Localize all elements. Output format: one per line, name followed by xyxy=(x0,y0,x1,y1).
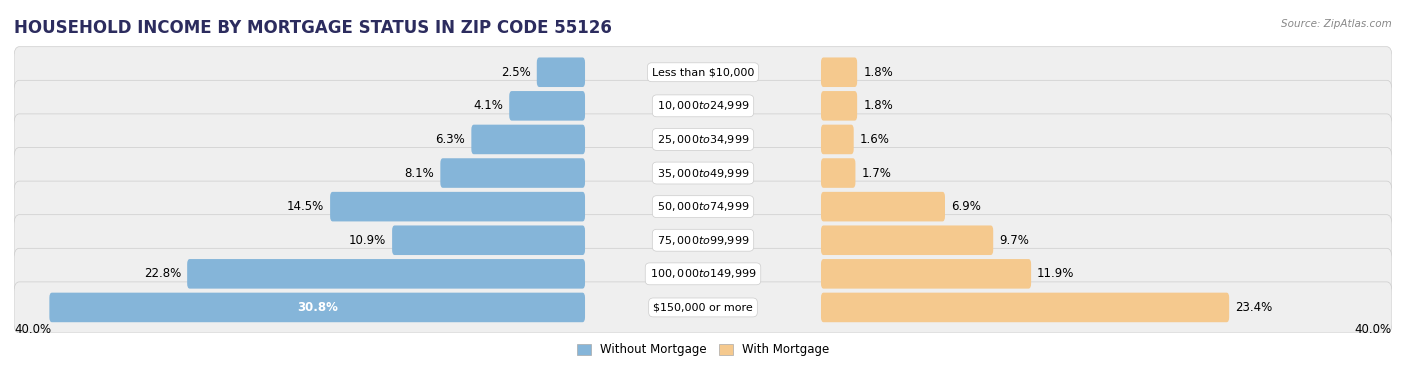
FancyBboxPatch shape xyxy=(187,259,585,289)
FancyBboxPatch shape xyxy=(821,91,858,121)
Text: 22.8%: 22.8% xyxy=(143,267,181,280)
Text: 1.6%: 1.6% xyxy=(859,133,890,146)
Text: 10.9%: 10.9% xyxy=(349,234,387,247)
FancyBboxPatch shape xyxy=(821,158,855,188)
Text: $10,000 to $24,999: $10,000 to $24,999 xyxy=(657,99,749,112)
Text: 1.8%: 1.8% xyxy=(863,66,893,79)
FancyBboxPatch shape xyxy=(821,192,945,222)
FancyBboxPatch shape xyxy=(14,248,1392,299)
FancyBboxPatch shape xyxy=(14,215,1392,266)
Text: Less than $10,000: Less than $10,000 xyxy=(652,67,754,77)
FancyBboxPatch shape xyxy=(14,147,1392,198)
FancyBboxPatch shape xyxy=(509,91,585,121)
Text: 8.1%: 8.1% xyxy=(405,167,434,180)
Text: $50,000 to $74,999: $50,000 to $74,999 xyxy=(657,200,749,213)
Text: $150,000 or more: $150,000 or more xyxy=(654,302,752,313)
Text: 1.7%: 1.7% xyxy=(862,167,891,180)
FancyBboxPatch shape xyxy=(537,57,585,87)
FancyBboxPatch shape xyxy=(821,57,858,87)
Text: $35,000 to $49,999: $35,000 to $49,999 xyxy=(657,167,749,180)
FancyBboxPatch shape xyxy=(440,158,585,188)
Text: 40.0%: 40.0% xyxy=(1355,323,1392,336)
Text: 6.3%: 6.3% xyxy=(436,133,465,146)
FancyBboxPatch shape xyxy=(14,114,1392,165)
FancyBboxPatch shape xyxy=(821,225,993,255)
Text: 30.8%: 30.8% xyxy=(297,301,337,314)
Legend: Without Mortgage, With Mortgage: Without Mortgage, With Mortgage xyxy=(572,339,834,361)
Text: 14.5%: 14.5% xyxy=(287,200,323,213)
FancyBboxPatch shape xyxy=(821,293,1229,322)
FancyBboxPatch shape xyxy=(14,282,1392,333)
Text: 11.9%: 11.9% xyxy=(1038,267,1074,280)
FancyBboxPatch shape xyxy=(821,125,853,154)
Text: 2.5%: 2.5% xyxy=(501,66,531,79)
Text: 9.7%: 9.7% xyxy=(1000,234,1029,247)
FancyBboxPatch shape xyxy=(392,225,585,255)
Text: HOUSEHOLD INCOME BY MORTGAGE STATUS IN ZIP CODE 55126: HOUSEHOLD INCOME BY MORTGAGE STATUS IN Z… xyxy=(14,19,612,37)
FancyBboxPatch shape xyxy=(471,125,585,154)
FancyBboxPatch shape xyxy=(14,181,1392,232)
Text: $25,000 to $34,999: $25,000 to $34,999 xyxy=(657,133,749,146)
Text: $75,000 to $99,999: $75,000 to $99,999 xyxy=(657,234,749,247)
Text: Source: ZipAtlas.com: Source: ZipAtlas.com xyxy=(1281,19,1392,29)
Text: $100,000 to $149,999: $100,000 to $149,999 xyxy=(650,267,756,280)
FancyBboxPatch shape xyxy=(821,259,1031,289)
FancyBboxPatch shape xyxy=(14,80,1392,132)
Text: 4.1%: 4.1% xyxy=(474,99,503,112)
Text: 40.0%: 40.0% xyxy=(14,323,51,336)
FancyBboxPatch shape xyxy=(49,293,585,322)
Text: 6.9%: 6.9% xyxy=(950,200,981,213)
Text: 1.8%: 1.8% xyxy=(863,99,893,112)
Text: 23.4%: 23.4% xyxy=(1236,301,1272,314)
FancyBboxPatch shape xyxy=(14,47,1392,98)
FancyBboxPatch shape xyxy=(330,192,585,222)
